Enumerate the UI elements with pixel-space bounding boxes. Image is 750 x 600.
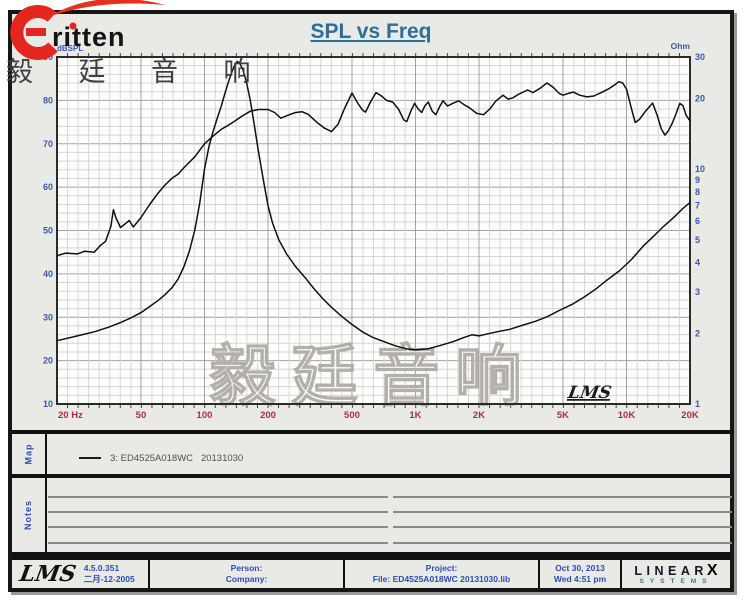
footer-project-cell: Project: File: ED4525A018WC 20131030.lib (345, 560, 540, 588)
curve-legend: 3: ED4525A018WC 20131030 (58, 442, 243, 475)
person-label: Person: (230, 563, 263, 573)
notes-lines-right (393, 478, 732, 552)
version-number: 4.5.0.351 (83, 563, 120, 573)
y-right-tick-label: 1 (695, 399, 700, 409)
watermark-text: 毅廷音响 (210, 339, 538, 413)
file-text: File: ED4525A018WC 20131030.lib (372, 574, 511, 584)
y-left-axis-title: dBSPL (57, 44, 83, 53)
y-right-tick-label: 9 (695, 175, 700, 185)
plot-border (56, 56, 691, 405)
x-tick-label: 200 (260, 410, 276, 421)
lms-logo: LMS (17, 561, 79, 587)
legend-line-swatch (79, 457, 102, 460)
y-right-tick-label: 2 (695, 328, 700, 338)
version-date: 二月-12-2005 (83, 574, 135, 584)
linearx-systems: SYSTEMS (639, 577, 713, 585)
x-tick-label: 50 (136, 410, 147, 421)
date-text: Oct 30, 2013 (555, 563, 605, 573)
curve-spl (56, 80, 691, 257)
y-right-tick-label: 3 (695, 287, 700, 297)
y-left-tick-label: 40 (43, 269, 53, 279)
company-label: Company: (225, 574, 268, 584)
y-left-tick-label: 30 (43, 312, 53, 322)
notes-section-label-cell: Notes (12, 478, 47, 552)
notes-rule (393, 496, 732, 498)
project-label: Project: (425, 563, 458, 573)
notes-rule (48, 496, 388, 498)
page-title: SPL vs Freq (310, 20, 432, 43)
y-right-tick-label: 10 (695, 164, 705, 174)
y-right-tick-label: 30 (695, 52, 705, 62)
y-left-tick-label: 90 (43, 52, 53, 62)
report-body: SPL vs Freq 毅廷音响 90 80 70 60 50 40 30 20 10 30 20 10… (12, 14, 732, 588)
notes-rule (48, 526, 388, 528)
y-right-tick-label: 4 (695, 258, 700, 268)
x-tick-label: 500 (344, 410, 360, 421)
x-tick-label: 5K (557, 410, 569, 421)
footer-linearx-cell: LINEARX SYSTEMS (622, 560, 730, 588)
y-right-tick-label: 5 (695, 235, 700, 245)
linearx-letters: LINEAR (634, 563, 708, 578)
y-right-tick-label: 7 (695, 200, 700, 210)
y-left-tick-label: 80 (43, 95, 53, 105)
curve-impedance (56, 60, 691, 351)
x-tick-label: 2K (473, 410, 485, 421)
notes-rule (393, 526, 732, 528)
footer-person-cell: Person: Company: (150, 560, 345, 588)
linearx-logo: LINEARX (634, 561, 718, 579)
y-left-tick-label: 70 (43, 139, 53, 149)
report-frame: SPL vs Freq 毅廷音响 90 80 70 60 50 40 30 20 10 30 20 10… (8, 10, 734, 592)
notes-label: Notes (23, 499, 34, 531)
version-block: 4.5.0.351 二月-12-2005 (84, 563, 135, 585)
map-label: Map (23, 443, 34, 465)
footer-bar: LMS 4.5.0.351 二月-12-2005 Person: Company… (12, 556, 730, 588)
legend-text: 3: ED4525A018WC 20131030 (110, 453, 244, 464)
x-tick-label: 20 Hz (58, 410, 83, 421)
time-text: Wed 4:51 pm (553, 574, 607, 584)
y-right-tick-label: 6 (695, 216, 700, 226)
map-section: Map 3: ED4525A018WC 20131030 (12, 430, 730, 478)
x-tick-label: 20K (681, 410, 699, 421)
chart-canvas: 毅廷音响90807060504030201030201098765432120 … (43, 41, 705, 421)
x-tick-label: 1K (409, 410, 421, 421)
y-right-tick-label: 20 (695, 93, 705, 103)
y-right-tick-label: 8 (695, 187, 700, 197)
footer-lms-cell: LMS 4.5.0.351 二月-12-2005 (12, 560, 150, 588)
notes-rule (48, 542, 388, 544)
map-section-label-cell: Map (12, 434, 47, 474)
footer-date-cell: Oct 30, 2013 Wed 4:51 pm (540, 560, 622, 588)
notes-lines-left (48, 478, 388, 552)
x-tick-label: 10K (618, 410, 636, 421)
y-right-axis-title: Ohm (671, 41, 691, 51)
x-tick-label: 100 (197, 410, 213, 421)
y-left-tick-label: 20 (43, 356, 53, 366)
y-left-tick-label: 60 (43, 182, 53, 192)
notes-rule (393, 542, 732, 544)
linearx-x: X (706, 561, 718, 579)
plot-lms-logo: LMS (565, 383, 613, 403)
y-left-tick-label: 10 (43, 399, 53, 409)
notes-rule (393, 511, 732, 513)
spl-vs-freq-chart: 毅廷音响 90 80 70 60 50 40 30 20 10 30 20 10 9 8 7 6 5 4 3 2 1 20 … (12, 14, 730, 434)
y-left-tick-label: 50 (43, 226, 53, 236)
notes-section: Notes (12, 478, 732, 556)
notes-rule (48, 511, 388, 513)
